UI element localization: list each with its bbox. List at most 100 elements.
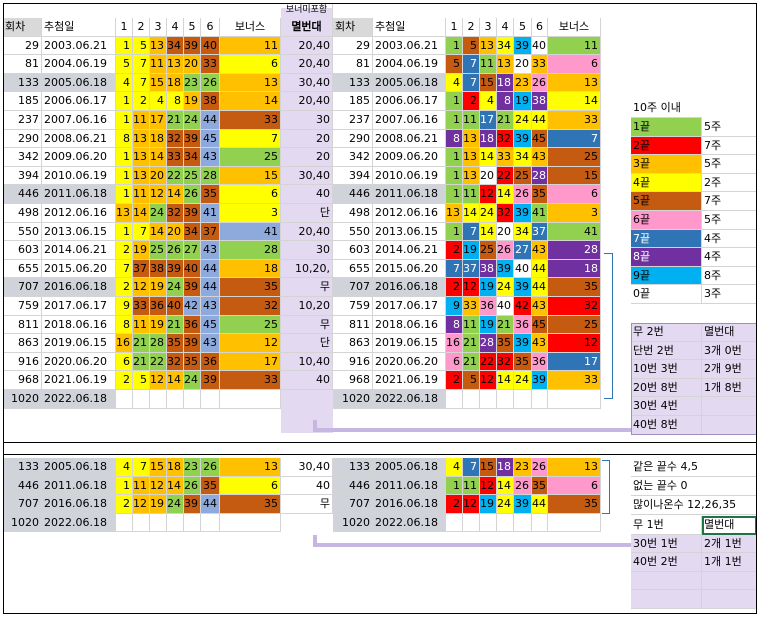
bottom-left-last-round: 1020 [3, 513, 42, 533]
mid-value-7: 30,40 [281, 166, 333, 186]
bottom-right-last-round: 1020 [333, 513, 373, 533]
right-date-10: 2013.06.15 [373, 222, 446, 242]
left-bonus-9: 3 [220, 204, 281, 223]
legend-label-5: 6끝 [631, 211, 702, 230]
bottom-right-ball-0-1: 7 [463, 458, 480, 477]
right-ball-2-2: 15 [480, 73, 497, 93]
left-date-12: 2015.06.20 [42, 259, 116, 279]
left-ball-15-3: 21 [167, 315, 184, 335]
right-ball-0-3: 34 [497, 36, 514, 56]
bottom-left-ball-1-3: 14 [167, 476, 184, 496]
bottom-right-ball-0-3: 18 [497, 458, 514, 477]
summary2-no-end: 없는 끝수 0 [631, 477, 757, 496]
left-date-6: 2009.06.20 [42, 148, 116, 167]
left-bonus-3: 14 [220, 92, 281, 111]
right-round-9: 498 [333, 204, 373, 223]
left-ball-4-1: 11 [133, 111, 150, 130]
bottom-right-last-bonus [548, 513, 601, 533]
right-ball-10-0: 1 [446, 222, 463, 242]
left-ball-15-2: 19 [150, 315, 167, 335]
legend-label-6: 7끝 [631, 229, 702, 249]
left-bonus-1: 6 [220, 55, 281, 74]
right-ball-15-4: 36 [514, 315, 532, 335]
left-ball-14-5: 43 [201, 297, 220, 316]
left-date-9: 2012.06.16 [42, 204, 116, 223]
bottom-right-ball-1-2: 12 [480, 476, 497, 496]
right-ball-18-1: 5 [463, 371, 480, 390]
right-ball-8-0: 1 [446, 185, 463, 204]
legend-label-8: 9끝 [631, 266, 702, 286]
right-ball-2-0: 4 [446, 73, 463, 93]
left-ball-18-5: 39 [201, 371, 220, 390]
left-last-date: 2022.06.18 [42, 390, 116, 409]
left-date-18: 2021.06.19 [42, 371, 116, 390]
legend-label-9: 0끝 [631, 285, 702, 304]
left-ball-13-3: 24 [167, 278, 184, 297]
left-ball-10-4: 34 [184, 222, 201, 242]
left-header-n4: 4 [167, 18, 184, 37]
mid-value-2: 30,40 [281, 73, 333, 93]
left-round-5: 290 [3, 129, 42, 149]
mid-value-18: 40 [281, 371, 333, 390]
left-ball-0-3: 34 [167, 36, 184, 56]
bottom-right-date-2: 2016.06.18 [373, 495, 446, 514]
left-ball-14-1: 33 [133, 297, 150, 316]
mid-value-12: 10,20, [281, 259, 333, 279]
mid-title: 멸번대 [281, 18, 333, 37]
mid-value-1: 20,40 [281, 55, 333, 74]
left-ball-7-4: 25 [184, 166, 201, 186]
right-ball-15-2: 19 [480, 315, 497, 335]
legend-label-2: 3끝 [631, 155, 702, 174]
left-ball-18-2: 12 [150, 371, 167, 390]
right-ball-18-0: 2 [446, 371, 463, 390]
left-ball-10-2: 14 [150, 222, 167, 242]
right-bonus-10: 41 [548, 222, 601, 242]
right-ball-4-4: 24 [514, 111, 532, 130]
bottom-right-ball-2-4: 39 [514, 495, 532, 514]
left-round-16: 863 [3, 334, 42, 353]
right-ball-11-5: 43 [532, 241, 548, 260]
left-ball-8-4: 26 [184, 185, 201, 204]
bottom-left-date-2: 2016.06.18 [42, 495, 116, 514]
legend-weeks-1: 7주 [702, 136, 757, 156]
left-ball-2-1: 7 [133, 73, 150, 93]
right-round-4: 237 [333, 111, 373, 130]
left-round-14: 759 [3, 297, 42, 316]
left-round-0: 29 [3, 36, 42, 56]
left-date-5: 2008.06.21 [42, 129, 116, 149]
right-ball-6-5: 43 [532, 148, 548, 167]
bottom-right-ball-0-0: 4 [446, 458, 463, 477]
left-ball-4-5: 44 [201, 111, 220, 130]
mid-value-11: 30 [281, 241, 333, 260]
left-ball-9-1: 14 [133, 204, 150, 223]
right-ball-15-1: 11 [463, 315, 480, 335]
bottom-left-ball-0-0: 4 [116, 458, 133, 477]
left-last-n4 [184, 390, 201, 409]
right-ball-7-2: 20 [480, 166, 497, 186]
left-round-11: 603 [3, 241, 42, 260]
legend-weeks-8: 8주 [702, 266, 757, 286]
left-date-2: 2005.06.18 [42, 73, 116, 93]
right-ball-1-0: 5 [446, 55, 463, 74]
legend-label-7: 8끝 [631, 248, 702, 267]
right-ball-6-1: 13 [463, 148, 480, 167]
bottom-right-last-date: 2022.06.18 [373, 513, 446, 533]
left-ball-15-1: 11 [133, 315, 150, 335]
bottom-right-ball-2-5: 44 [532, 495, 548, 514]
left-ball-18-0: 2 [116, 371, 133, 390]
left-date-3: 2006.06.17 [42, 92, 116, 111]
bottom-right-ball-2-2: 19 [480, 495, 497, 514]
right-bonus-9: 3 [548, 204, 601, 223]
left-ball-2-3: 18 [167, 73, 184, 93]
left-ball-12-2: 38 [150, 259, 167, 279]
left-ball-17-0: 6 [116, 352, 133, 372]
left-header-n5: 5 [184, 18, 201, 37]
left-round-13: 707 [3, 278, 42, 297]
bottom-right-ball-1-0: 1 [446, 476, 463, 496]
left-header-date: 추첨일 [42, 18, 116, 37]
mid-value-17: 10,40 [281, 352, 333, 372]
left-ball-16-1: 21 [133, 334, 150, 353]
right-ball-5-2: 18 [480, 129, 497, 149]
left-ball-2-2: 15 [150, 73, 167, 93]
